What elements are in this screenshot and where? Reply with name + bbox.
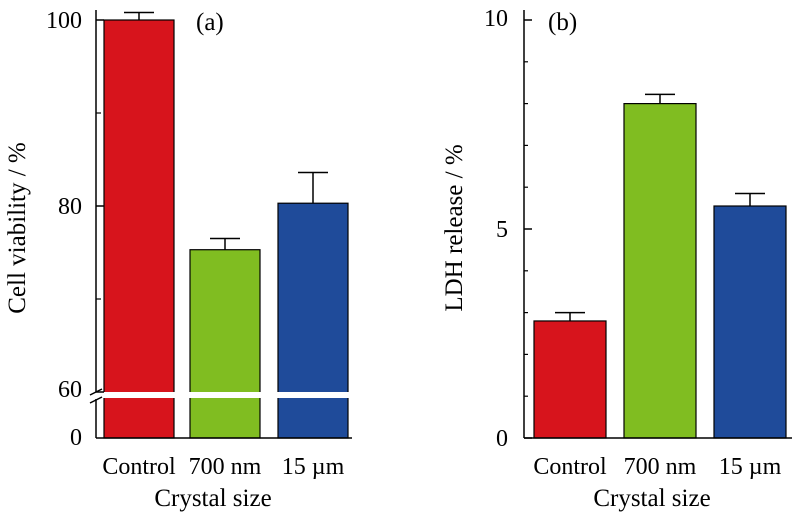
- panel-a-bar-2: [277, 202, 349, 439]
- panel-a-category-label-0: Control: [102, 454, 176, 480]
- panel-a-y-axis-label: Cell viability / %: [4, 142, 31, 314]
- panel-a-axes: 0 60 80 100: [46, 8, 352, 451]
- panel-b-category-label-1: 700 nm: [624, 454, 697, 480]
- panel-a-bars: [90, 11, 352, 439]
- panel-a-categories: Control 700 nm 15 µm: [102, 454, 344, 480]
- panel-a-category-label-2: 15 µm: [282, 454, 345, 480]
- panel-b-category-label-0: Control: [533, 454, 607, 480]
- panel-a-bar-1: [189, 249, 261, 439]
- panel-a: (a) Cell viability / % Crystal size 0 60 8…: [4, 8, 352, 512]
- panel-a-break-mark-lower: [89, 396, 103, 404]
- panel-b: (b) LDH release / % Crystal size 0 5 10 Co…: [441, 6, 792, 512]
- panel-b-label: (b): [548, 9, 577, 36]
- panel-a-y-tick-label: 60: [58, 377, 82, 403]
- panel-b-category-label-2: 15 µm: [719, 454, 782, 480]
- panel-b-axes: 0 5 10: [484, 6, 792, 452]
- panel-a-x-axis-label: Crystal size: [154, 485, 271, 512]
- panel-b-y-tick-label: 10: [484, 6, 508, 32]
- panel-b-y-tick-label: 5: [496, 217, 508, 243]
- panel-a-bar-0: [103, 19, 175, 439]
- panel-a-label: (a): [196, 9, 224, 36]
- panel-a-category-label-1: 700 nm: [189, 454, 262, 480]
- panel-b-bar-0: [533, 320, 607, 439]
- panel-b-bar-2: [713, 205, 787, 439]
- panel-b-y-axis-label: LDH release / %: [441, 144, 468, 311]
- panel-b-bar-1: [623, 102, 697, 439]
- panel-a-y-tick-label: 100: [46, 8, 82, 34]
- panel-a-y-tick-label: 0: [70, 425, 82, 451]
- panel-b-y-tick-label: 0: [496, 426, 508, 452]
- panel-a-y-tick-label: 80: [58, 194, 82, 220]
- panel-b-bars: [533, 93, 787, 439]
- panel-b-categories: Control 700 nm 15 µm: [533, 454, 781, 480]
- panel-a-axis-break-gap: [90, 392, 352, 398]
- panel-b-x-axis-label: Crystal size: [593, 485, 710, 512]
